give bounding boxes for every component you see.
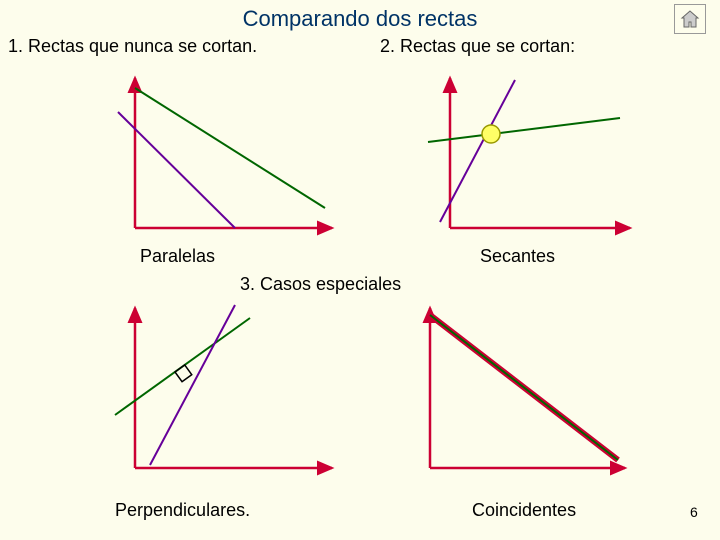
page-number: 6 bbox=[690, 504, 698, 520]
subtitle-3: 3. Casos especiales bbox=[240, 274, 401, 295]
diagram-coincident bbox=[400, 300, 640, 480]
label-parallel: Paralelas bbox=[140, 246, 215, 267]
label-coincident: Coincidentes bbox=[472, 500, 576, 521]
subtitle-2: 2. Rectas que se cortan: bbox=[380, 36, 575, 57]
diagram-parallel bbox=[100, 70, 340, 240]
subtitle-1: 1. Rectas que nunca se cortan. bbox=[8, 36, 257, 57]
diagram-perpendicular bbox=[100, 300, 340, 480]
label-secant: Secantes bbox=[480, 246, 555, 267]
diagram-secant bbox=[420, 70, 640, 240]
label-perpendicular: Perpendiculares. bbox=[115, 500, 250, 521]
page-title: Comparando dos rectas bbox=[0, 6, 720, 32]
